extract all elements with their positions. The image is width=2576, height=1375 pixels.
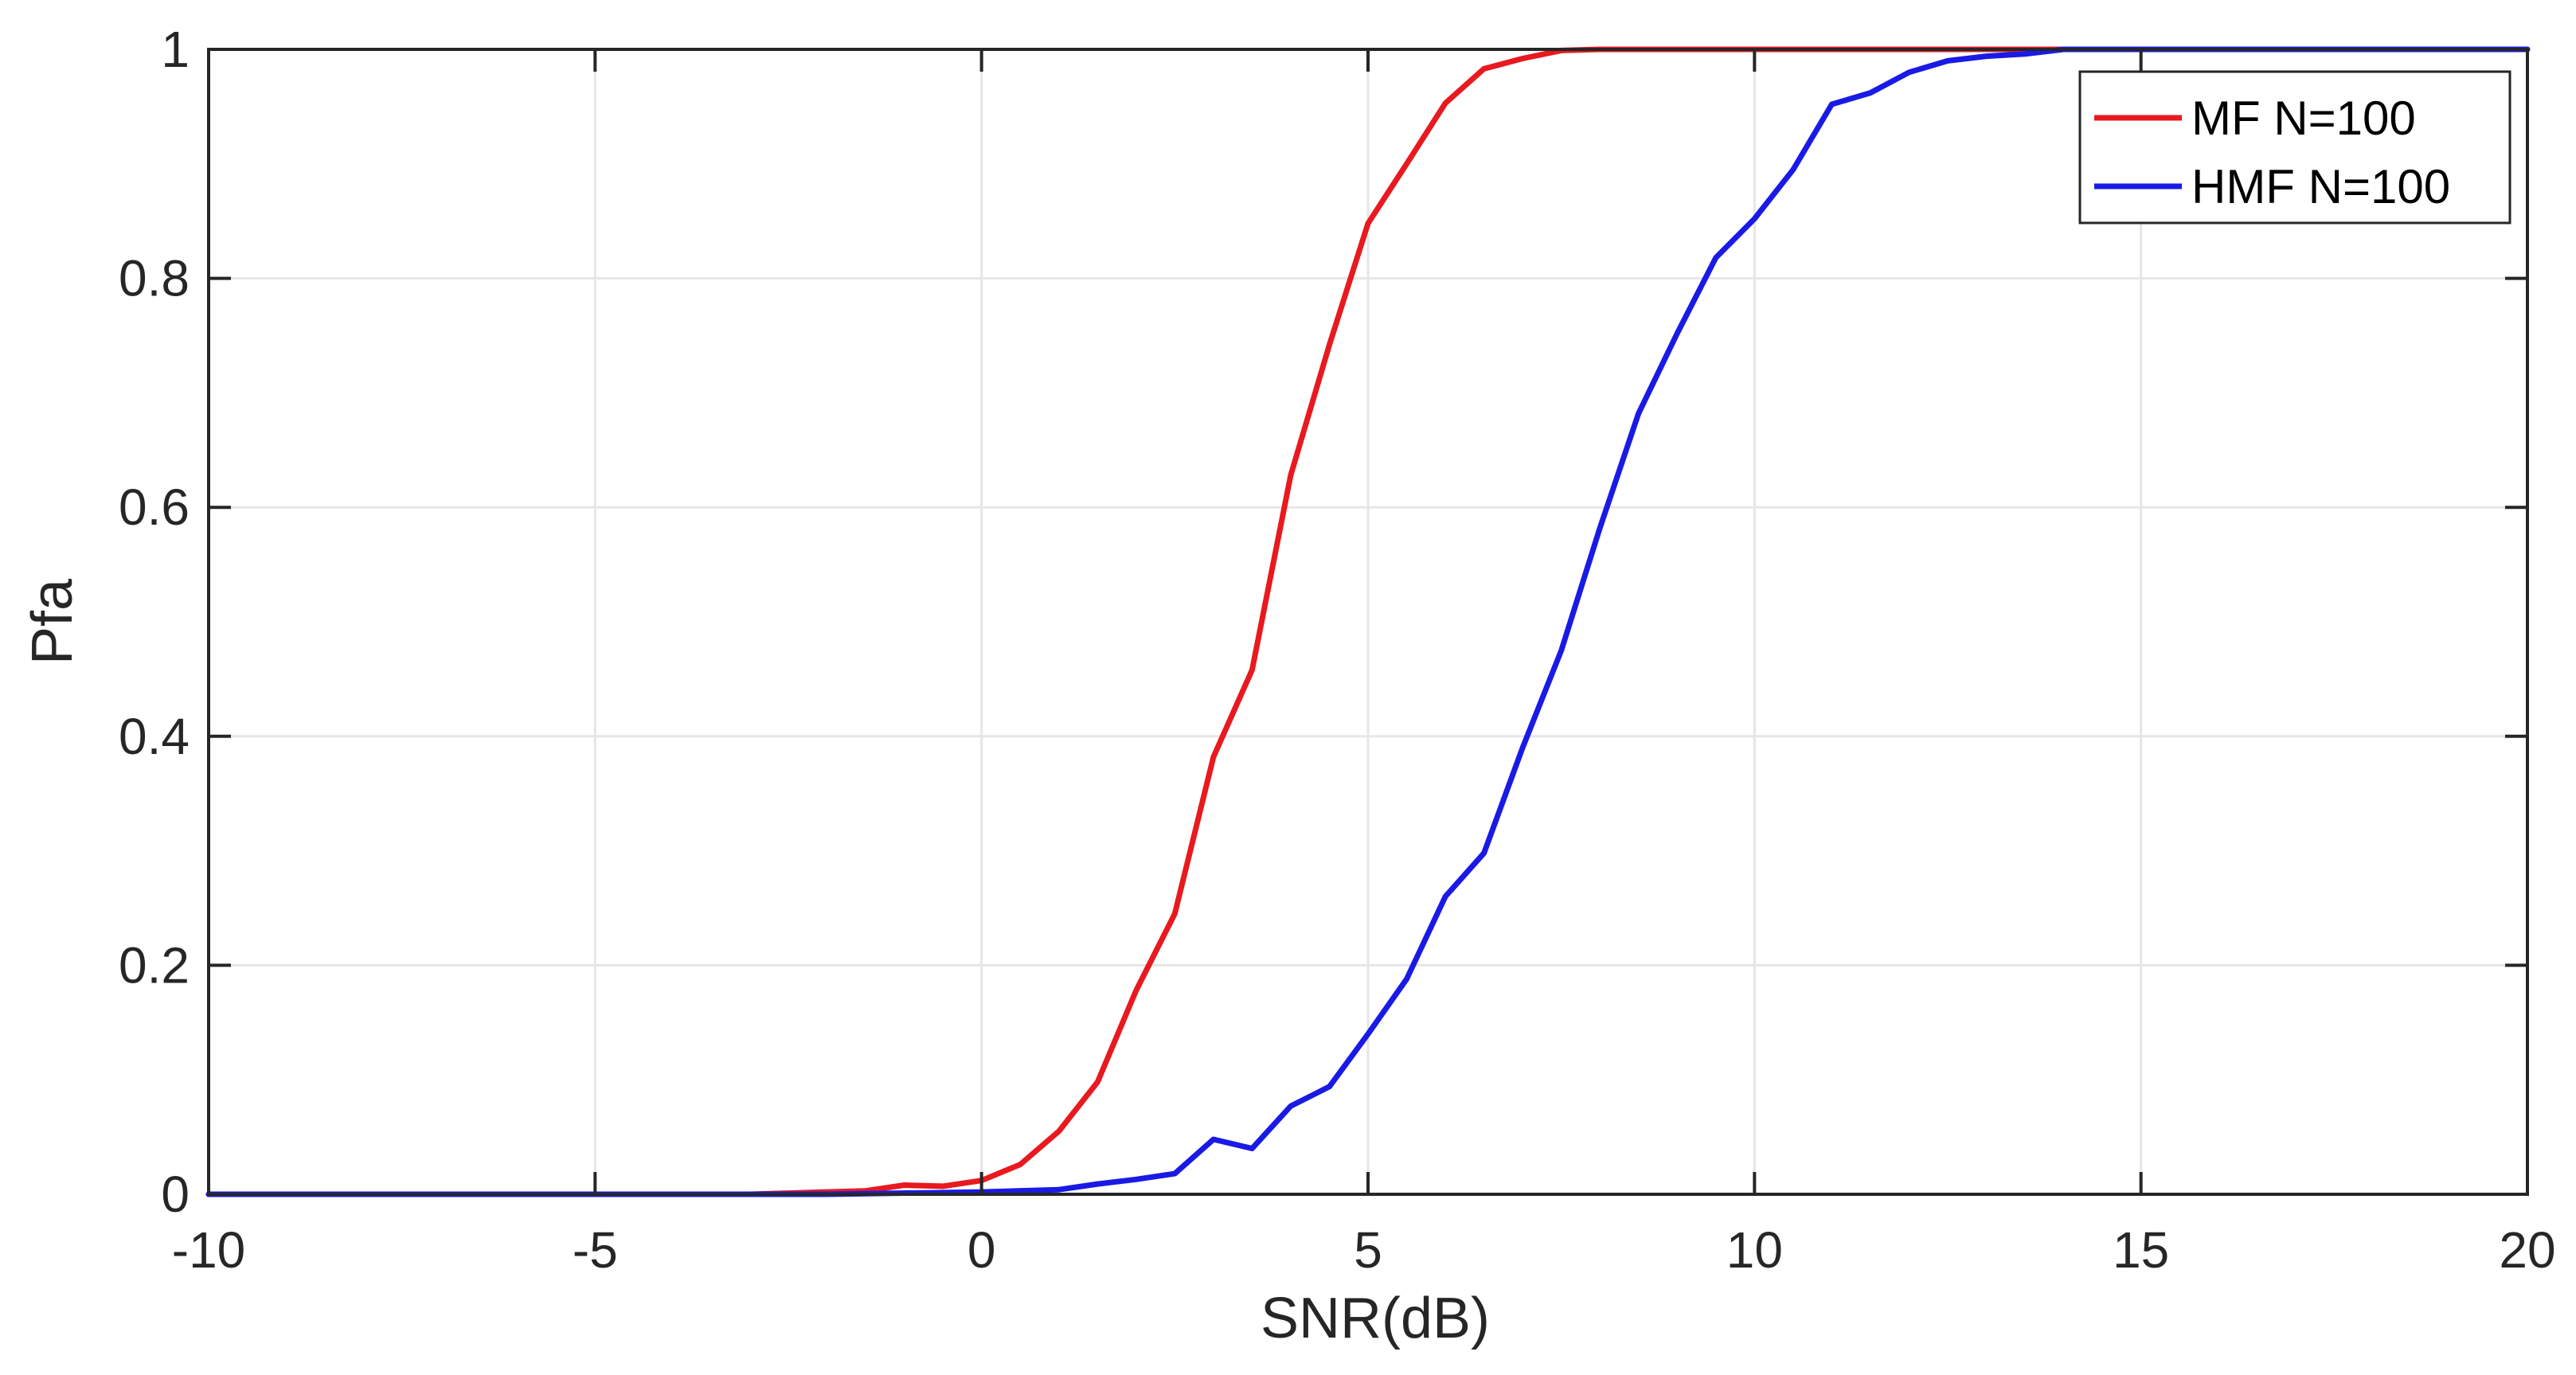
legend-label: MF N=100 — [2191, 92, 2416, 145]
x-axis-title: SNR(dB) — [1261, 1287, 1490, 1350]
y-tick-label: 0.8 — [119, 250, 190, 307]
y-tick-label: 0.2 — [119, 936, 190, 994]
y-tick-label: 1 — [161, 21, 190, 78]
x-tick-label: 10 — [1726, 1221, 1783, 1279]
series-line-hmf — [205, 46, 2531, 1197]
y-tick-label: 0 — [161, 1166, 190, 1223]
tick-labels: -10 -5 0 5 10 15 20 0 0.2 0.4 0.6 0.8 1 — [119, 21, 2556, 1279]
x-tick-label: 5 — [1354, 1221, 1382, 1279]
x-tick-label: -5 — [573, 1221, 618, 1279]
x-tick-label: -10 — [172, 1221, 246, 1279]
legend-box — [2078, 70, 2512, 225]
x-tick-label: 15 — [2113, 1221, 2169, 1279]
x-tick-label: 20 — [2499, 1221, 2555, 1279]
legend: MF N=100 HMF N=100 — [2078, 70, 2512, 225]
ticks — [207, 48, 2529, 1196]
legend-label: HMF N=100 — [2191, 160, 2450, 213]
y-tick-label: 0.4 — [119, 708, 190, 765]
y-axis-title: Pfa — [21, 578, 84, 665]
x-tick-label: 0 — [967, 1221, 996, 1279]
y-tick-label: 0.6 — [119, 479, 190, 536]
